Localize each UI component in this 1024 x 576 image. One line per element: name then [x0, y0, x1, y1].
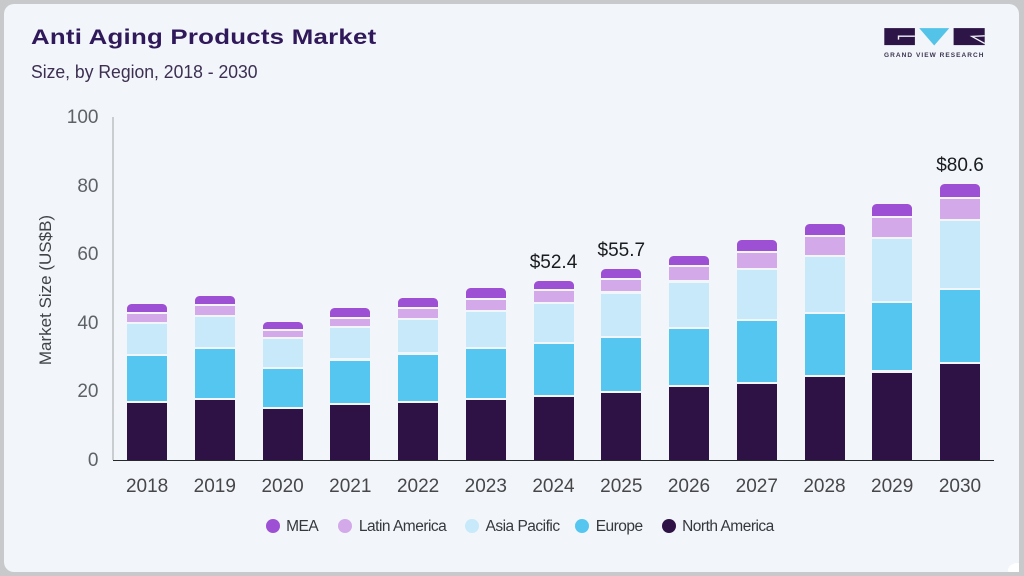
svg-text:GRAND VIEW RESEARCH: GRAND VIEW RESEARCH — [884, 52, 984, 59]
